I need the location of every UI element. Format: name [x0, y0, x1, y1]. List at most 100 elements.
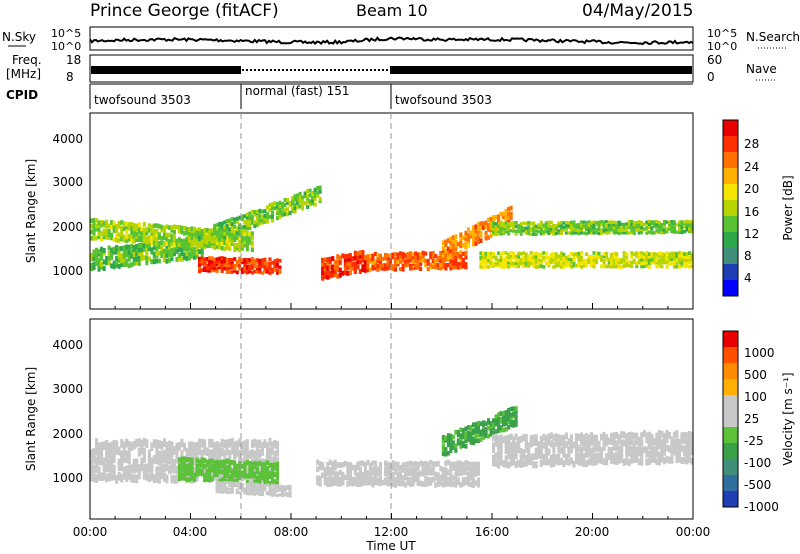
- power-cell-50: [117, 246, 121, 252]
- power-cell-1578: [685, 255, 689, 259]
- power-cell-599: [263, 269, 267, 274]
- power-cell-336: [172, 238, 176, 243]
- power-cell-639: [195, 237, 199, 242]
- power-cell-892: [346, 270, 350, 276]
- velocity-cell-108: [152, 474, 156, 484]
- power-cell-1098: [461, 257, 465, 262]
- velocity-cell-749: [378, 466, 382, 473]
- velocity-cell-893: [461, 476, 465, 483]
- power-cell-1860: [645, 222, 649, 226]
- velocity-cell-683: [341, 471, 345, 478]
- power-cell-194: [92, 226, 96, 232]
- velocity-cell-487: [268, 481, 272, 487]
- velocity-cell-1187: [562, 446, 566, 454]
- power-cell-711: [238, 229, 242, 234]
- power-cell-230: [112, 225, 116, 231]
- power-cell-899: [348, 260, 352, 266]
- power-cell-1003: [409, 263, 413, 268]
- power-cell-290: [145, 227, 149, 232]
- velocity-cell-1227: [585, 432, 589, 440]
- power-cell-225: [110, 232, 114, 238]
- power-cell-764: [268, 207, 272, 212]
- velocity-cell-359: [190, 461, 194, 467]
- power-cell-986: [399, 259, 403, 264]
- velocity-cell-1103: [514, 461, 518, 469]
- power-cell-859: [326, 269, 330, 275]
- velocity-cell-648: [321, 462, 325, 468]
- power-cell-1912: [675, 223, 679, 227]
- velocity-cell-1056: [512, 406, 516, 412]
- velocity-cell-576: [255, 490, 259, 494]
- velocity-cell-113: [155, 455, 159, 465]
- power-cell-173: [190, 246, 194, 252]
- velocity-cell-1176: [557, 458, 561, 466]
- velocity-cell-942: [449, 437, 453, 442]
- power-cell-1227: [481, 251, 485, 256]
- power-cell-529: [223, 259, 227, 264]
- velocity-cell-866: [446, 476, 450, 483]
- power-cell-170: [188, 240, 192, 246]
- power-cell-1238: [489, 264, 493, 269]
- velocity-cell-416: [225, 468, 229, 474]
- velocity-cell-115: [155, 439, 159, 449]
- velocity-cell-542: [235, 484, 239, 488]
- power-cell-301: [152, 236, 156, 241]
- power-cell-295: [150, 240, 154, 246]
- power-cell-262: [130, 222, 134, 227]
- velocity-cell-845: [434, 482, 438, 488]
- velocity-cell-461: [253, 471, 257, 477]
- power-cell-858: [326, 274, 330, 280]
- velocity-cell-125: [160, 441, 164, 450]
- power-cell-792: [286, 207, 290, 212]
- power-cell-1093: [459, 258, 463, 263]
- power-cell-1517: [652, 252, 656, 256]
- velocity-cell-516: [220, 488, 224, 492]
- power-cell-974: [391, 255, 395, 260]
- power-cell-686: [223, 231, 227, 236]
- velocity-cell-1020: [494, 417, 498, 423]
- velocity-cell-363: [195, 472, 199, 478]
- power-cell-839: [313, 190, 317, 195]
- power-cell-910: [356, 264, 360, 270]
- power-cell-1312: [529, 251, 533, 255]
- power-cell-1377: [567, 262, 571, 266]
- velocity-cell-317: [268, 437, 272, 447]
- power-cell-1735: [577, 232, 581, 236]
- power-cell-1449: [612, 258, 616, 263]
- power-cell-1869: [650, 222, 654, 226]
- velocity-cell-1329: [642, 446, 646, 454]
- power-cell-308: [155, 228, 159, 234]
- power-cell-62: [125, 252, 129, 258]
- velocity-cell-771: [391, 460, 395, 466]
- power-cell-1562: [677, 257, 681, 262]
- velocity-cell-1376: [667, 431, 671, 439]
- velocity-cell-1201: [569, 434, 573, 442]
- velocity-cell-839: [429, 466, 433, 472]
- power-cell-1538: [665, 260, 669, 265]
- power-cell-1686: [547, 220, 551, 224]
- velocity-cell-878: [454, 482, 458, 488]
- power-cell-91: [140, 247, 144, 252]
- velocity-cell-84: [137, 470, 141, 480]
- velocity-cell-949: [454, 429, 458, 435]
- power-cell-142: [172, 251, 176, 257]
- velocity-cell-123: [160, 457, 164, 466]
- velocity-cell-93: [142, 463, 146, 473]
- power-cell-1038: [429, 255, 433, 260]
- velocity-cell-614: [275, 484, 279, 488]
- velocity-cell-1157: [544, 440, 548, 448]
- velocity-cell-427: [230, 460, 234, 466]
- velocity-cell-1341: [650, 455, 654, 463]
- power-cell-687: [223, 228, 227, 233]
- velocity-cell-1275: [612, 437, 616, 445]
- power-cell-1893: [662, 219, 666, 224]
- velocity-cell-824: [421, 466, 425, 473]
- power-cell-1703: [557, 221, 561, 225]
- velocity-cell-547: [238, 481, 242, 485]
- power-cell-780: [278, 207, 282, 212]
- power-cell-1109: [444, 251, 448, 256]
- power-cell-507: [210, 256, 214, 261]
- power-cell-715: [240, 228, 244, 233]
- velocity-cell-101: [147, 464, 151, 473]
- power-cell-241: [120, 232, 124, 237]
